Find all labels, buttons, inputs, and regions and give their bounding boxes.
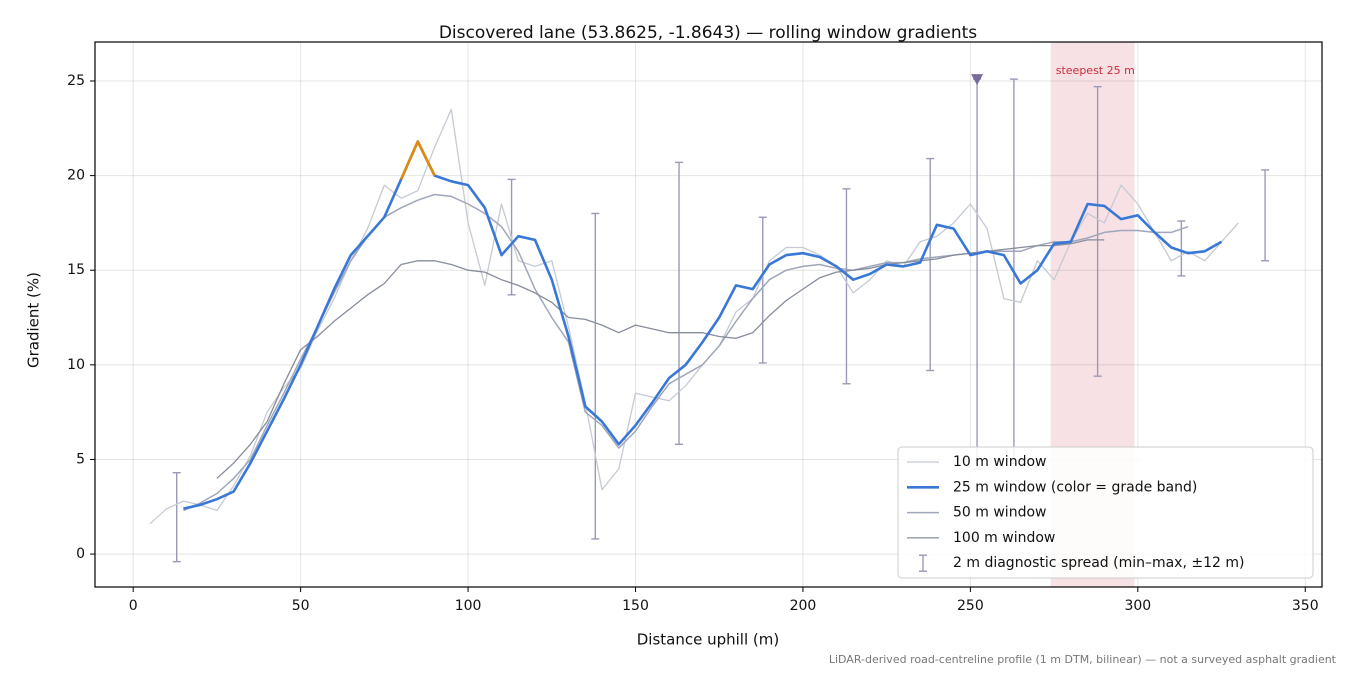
- footnote: LiDAR-derived road-centreline profile (1…: [829, 653, 1337, 666]
- grade-band-segment: [399, 140, 436, 180]
- highlight-label: steepest 25 m: [1056, 64, 1135, 77]
- y-tick-label: 5: [76, 451, 85, 467]
- legend-label: 2 m diagnostic spread (min–max, ±12 m): [953, 555, 1244, 571]
- x-tick-label: 50: [292, 598, 310, 614]
- y-tick-label: 0: [76, 546, 85, 562]
- chart-title: Discovered lane (53.8625, -1.8643) — rol…: [439, 23, 977, 43]
- x-axis-label: Distance uphill (m): [637, 631, 779, 649]
- y-tick-label: 15: [67, 262, 85, 278]
- x-tick-label: 250: [957, 598, 984, 614]
- series-line: [216, 239, 1105, 479]
- y-tick-label: 20: [67, 168, 85, 184]
- legend-label: 10 m window: [953, 454, 1046, 470]
- x-tick-label: 200: [790, 598, 817, 614]
- legend-box: [897, 446, 1314, 579]
- x-tick-label: 300: [1124, 598, 1151, 614]
- peak-marker: [971, 74, 984, 86]
- plot-frame: [94, 41, 1323, 588]
- y-tick-label: 10: [67, 357, 85, 373]
- y-tick-label: 25: [67, 73, 85, 89]
- series-line: [149, 108, 1239, 525]
- y-axis-label: Gradient (%): [25, 272, 43, 368]
- legend-label: 25 m window (color = grade band): [953, 479, 1197, 495]
- series-line: [183, 193, 1189, 512]
- x-tick-label: 150: [622, 598, 649, 614]
- legend-label: 100 m window: [953, 530, 1055, 546]
- series-line: [183, 140, 1223, 510]
- x-tick-label: 100: [455, 598, 482, 614]
- x-tick-label: 0: [129, 598, 138, 614]
- x-tick-label: 350: [1292, 598, 1319, 614]
- legend-label: 50 m window: [953, 505, 1046, 521]
